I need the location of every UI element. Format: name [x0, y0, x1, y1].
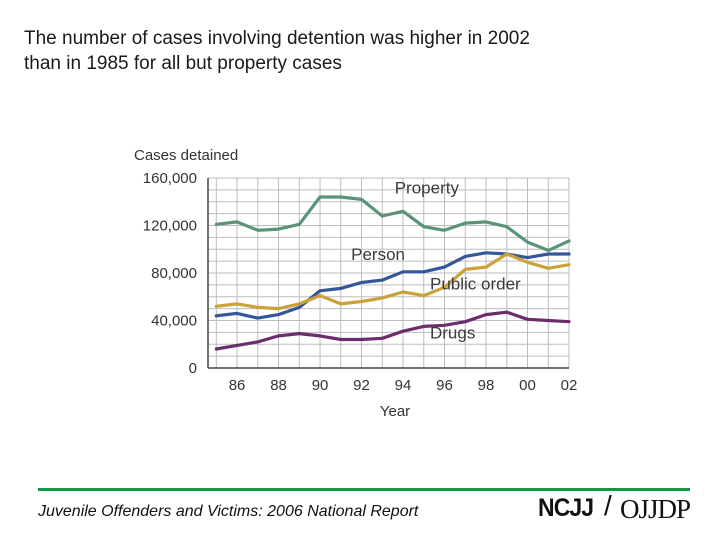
- y-tick-label: 80,000: [151, 265, 197, 282]
- footer-divider: [38, 488, 690, 491]
- ojjdp-logo: OJJDP: [620, 494, 691, 524]
- slide-title-line-2: than in 1985 for all but property cases: [24, 53, 342, 74]
- x-tick-label: 00: [519, 377, 536, 394]
- chart-series: Property Person Public order Drugs: [214, 178, 571, 351]
- x-axis-label: Year: [380, 403, 410, 420]
- series-label-person: Person: [351, 245, 405, 264]
- ncjj-logo: NCJJ: [538, 494, 594, 522]
- slide-title: The number of cases involving detention …: [24, 26, 684, 76]
- x-tick-label: 96: [436, 377, 453, 394]
- y-tick-label: 0: [189, 360, 197, 377]
- slide-title-line-1: The number of cases involving detention …: [24, 28, 530, 49]
- series-label-drugs: Drugs: [430, 323, 475, 342]
- y-axis-label: Cases detained: [134, 147, 238, 164]
- line-chart: 0 40,000 80,000 120,000 160,000 86 88 90 92 94 96 9…: [134, 147, 578, 420]
- x-tick-label: 94: [395, 377, 412, 394]
- series-line-drugs: [214, 310, 571, 351]
- x-tick-label: 98: [478, 377, 495, 394]
- x-tick-label: 88: [270, 377, 287, 394]
- x-tick-label: 86: [229, 377, 246, 394]
- series-label-property: Property: [395, 178, 460, 197]
- y-tick-label: 160,000: [143, 170, 197, 187]
- footer-source: Juvenile Offenders and Victims: 2006 Nat…: [38, 503, 419, 520]
- logo-separator: /: [604, 490, 612, 521]
- series-line-property: [214, 195, 571, 252]
- x-tick-label: 02: [561, 377, 578, 394]
- x-tick-label: 92: [353, 377, 370, 394]
- y-tick-label: 40,000: [151, 313, 197, 330]
- x-tick-label: 90: [312, 377, 329, 394]
- series-label-public-order: Public order: [430, 275, 521, 294]
- chart-axes: 0 40,000 80,000 120,000 160,000 86 88 90 92 94 96 9…: [143, 170, 578, 394]
- y-tick-label: 120,000: [143, 218, 197, 235]
- series-line-public-order: [214, 252, 571, 311]
